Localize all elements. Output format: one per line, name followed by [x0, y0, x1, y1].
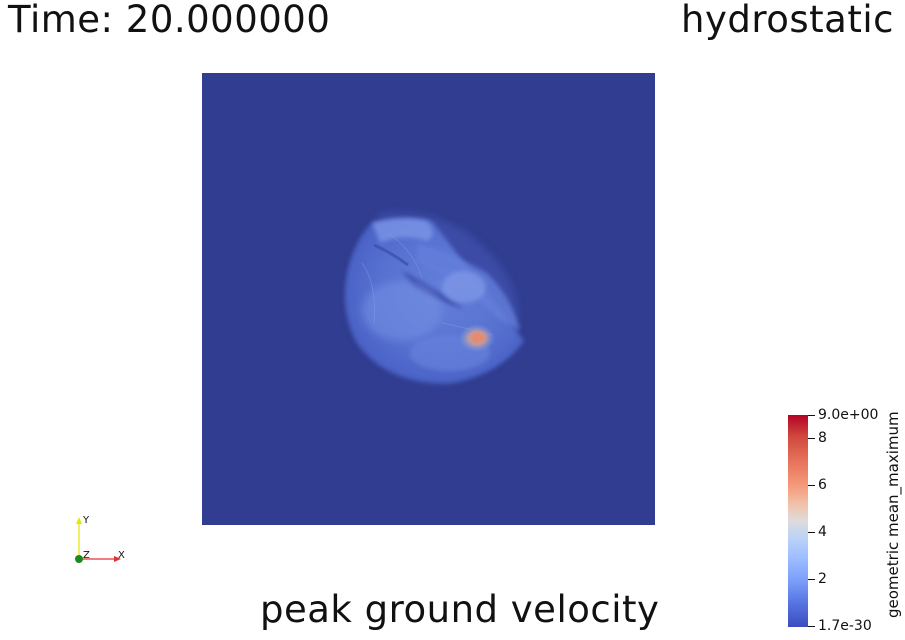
- colorbar-tick: [808, 438, 815, 439]
- colorbar-tick: [808, 485, 815, 486]
- colorbar-min-label: 1.7e-30: [818, 618, 872, 634]
- colorbar-max-label: 9.0e+00: [818, 407, 879, 423]
- colorbar-tick: [808, 532, 815, 533]
- orientation-axes: Y Z X: [75, 515, 125, 563]
- colorbar-title: geometric mean_maximum: [884, 411, 902, 618]
- rupture-pattern: [345, 212, 524, 384]
- colorbar-tick-label: 2: [818, 571, 827, 587]
- field-title: peak ground velocity: [260, 588, 660, 631]
- axis-y-label: Y: [82, 515, 90, 526]
- case-label: hydrostatic: [681, 0, 894, 41]
- colorbar-tick-label: 4: [818, 524, 827, 540]
- axis-x-label: X: [118, 550, 125, 561]
- colorbar-tick-label: 6: [818, 477, 827, 493]
- colorbar: [788, 415, 808, 627]
- colorbar-tick-min: [808, 626, 815, 627]
- peak-ground-velocity-map[interactable]: [202, 73, 655, 525]
- colorbar-tick: [808, 579, 815, 580]
- colorbar-tick-max: [808, 415, 815, 416]
- axis-z-label: Z: [83, 550, 90, 561]
- time-label: Time: 20.000000: [8, 0, 331, 41]
- colorbar-tick-label: 8: [818, 430, 827, 446]
